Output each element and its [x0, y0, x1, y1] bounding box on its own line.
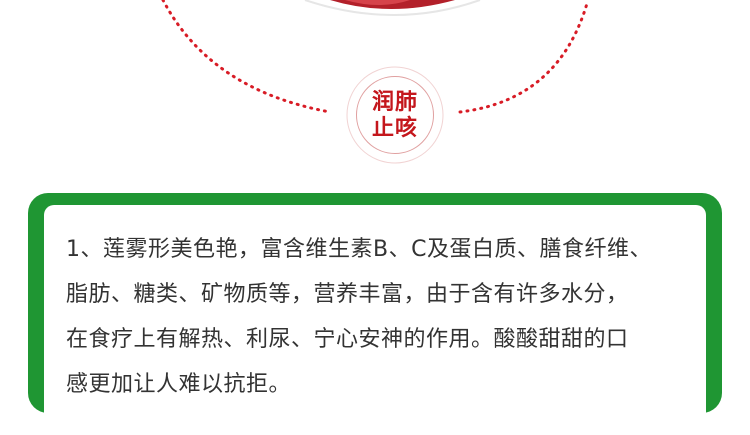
- description-line: 1、莲雾形美色艳，富含维生素B、C及蛋白质、膳食纤维、: [66, 237, 652, 262]
- benefit-badge: 润肺 止咳: [352, 72, 438, 158]
- description-line: 脂肪、糖类、矿物质等，营养丰富，由于含有许多水分，: [66, 282, 629, 307]
- badge-text-line2: 止咳: [371, 115, 418, 141]
- description-text: 1、莲雾形美色艳，富含维生素B、C及蛋白质、膳食纤维、 脂肪、糖类、矿物质等，营…: [66, 227, 696, 407]
- description-panel: 1、莲雾形美色艳，富含维生素B、C及蛋白质、膳食纤维、 脂肪、糖类、矿物质等，营…: [28, 193, 722, 435]
- dotted-arc: [161, 0, 590, 114]
- badge-text-line1: 润肺: [371, 89, 418, 115]
- description-line: 在食疗上有解热、利尿、宁心安神的作用。酸酸甜甜的口: [66, 327, 629, 352]
- description-line: 感更加让人难以抗拒。: [66, 372, 292, 397]
- badge-ring: [356, 76, 434, 154]
- description-card: 1、莲雾形美色艳，富含维生素B、C及蛋白质、膳食纤维、 脂肪、糖类、矿物质等，营…: [44, 205, 706, 435]
